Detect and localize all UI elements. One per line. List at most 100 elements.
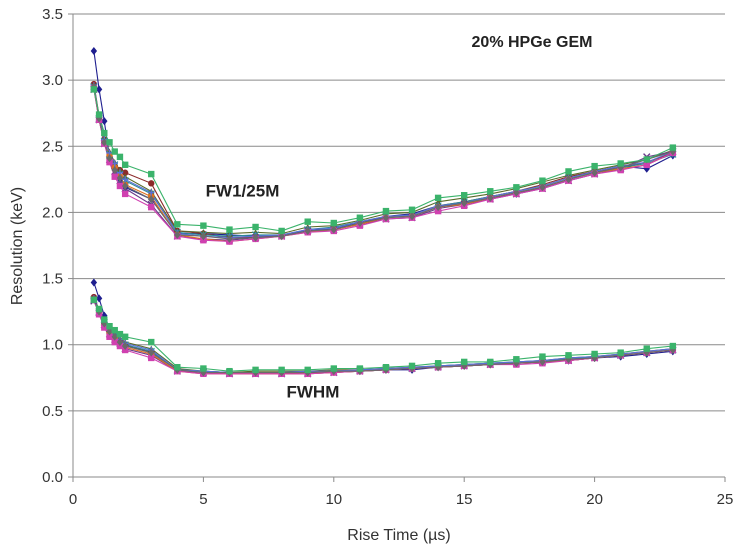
series-9-point-15 [356, 214, 364, 221]
series-9-point-14 [330, 219, 337, 227]
series-9-point-12 [278, 227, 285, 235]
series-19-point-3 [106, 322, 113, 330]
y-tick-label-1: 0.5 [42, 403, 63, 420]
series-7-point-6 [121, 190, 129, 198]
series-8-point-6 [121, 181, 129, 190]
series-19-point-26 [643, 345, 650, 352]
series-9-point-1 [95, 111, 103, 118]
series-8-point-3 [106, 154, 113, 163]
series-8-point-18 [434, 203, 442, 212]
series-18-point-4 [111, 332, 118, 341]
x-tick-label-5: 25 [717, 491, 734, 508]
series-8-point-4 [111, 166, 118, 175]
series-8-point-25 [617, 163, 624, 172]
series-8-point-2 [101, 138, 108, 147]
series-19-point-15 [356, 365, 364, 372]
axes [68, 13, 726, 482]
series-9-point-24 [591, 162, 598, 170]
series-8-point-22 [539, 183, 546, 192]
series-8-point-11 [252, 233, 259, 242]
series-9-point-25 [617, 160, 624, 167]
series-8-point-5 [116, 174, 124, 183]
series-18-point-3 [106, 327, 113, 336]
series-9-point-10 [226, 226, 233, 233]
series-19-point-4 [111, 326, 118, 334]
series-19-point-8 [174, 364, 181, 371]
series-19-point-23 [565, 352, 572, 359]
series-1-point-7 [148, 180, 155, 187]
x-axis-label: Rise Time (µs) [347, 527, 450, 544]
series-9-point-13 [304, 218, 311, 225]
series-19-point-6 [121, 333, 129, 340]
series-0-point-1 [95, 85, 103, 94]
y-tick-label-3: 1.5 [42, 271, 63, 288]
series-9-point-19 [461, 192, 468, 199]
series-8-point-9 [200, 232, 207, 241]
series-18-point-22 [539, 357, 546, 366]
series-9-point-0 [90, 86, 98, 93]
series-9-point-7 [148, 170, 155, 178]
series-10-point-0 [90, 278, 98, 287]
series-markers [90, 47, 677, 378]
series-19-point-12 [278, 366, 285, 374]
series-19-point-1 [95, 305, 103, 313]
annotation-fwhm: FWHM [286, 383, 339, 402]
annotation-title: 20% HPGe GEM [472, 34, 593, 51]
series-8-point-24 [591, 168, 598, 177]
series-19-point-9 [200, 365, 207, 372]
series-9-point-2 [101, 129, 108, 137]
series-8-point-21 [513, 188, 520, 197]
series-19-point-25 [617, 349, 624, 356]
x-tick-label-2: 10 [325, 491, 342, 508]
series-19-point-24 [591, 350, 598, 358]
series-8-point-10 [226, 234, 233, 243]
series-1-point-6 [121, 169, 129, 176]
series-9-point-20 [487, 188, 494, 195]
tick-labels: 0.0 0.5 1.0 1.5 2.0 2.5 3.0 3.5 0 5 10 15 20 25 [42, 6, 733, 508]
series-9-point-6 [121, 161, 129, 169]
series-19-point-16 [382, 364, 390, 371]
series-9-point-4 [111, 148, 118, 155]
y-tick-label-2: 1.0 [42, 337, 63, 354]
y-tick-label-7: 3.5 [42, 6, 63, 23]
series-8-point-8 [174, 230, 181, 239]
series-19-point-7 [148, 338, 155, 346]
series-18-point-6 [121, 342, 129, 351]
series-10-point-1 [95, 294, 103, 303]
series-17-point-4 [111, 338, 118, 346]
series-8-point-23 [565, 175, 572, 184]
y-axis-label: Resolution (keV) [9, 187, 26, 305]
series-9-point-27 [669, 144, 677, 151]
series-9-point-23 [565, 168, 572, 175]
series-8-point-15 [356, 219, 364, 228]
x-tick-label-0: 0 [69, 491, 77, 508]
series-6-point-6 [121, 176, 129, 183]
series-7-point-5 [116, 182, 124, 190]
y-tick-label-4: 2.0 [42, 204, 63, 221]
series-19-point-17 [408, 362, 416, 370]
series-7-point-7 [148, 203, 155, 211]
series-19-point-21 [513, 356, 520, 363]
series-8-point-13 [304, 226, 311, 235]
series-9-point-9 [200, 222, 207, 229]
series-7-point-26 [643, 161, 650, 169]
series-18-point-5 [116, 338, 124, 347]
series-17-point-7 [148, 354, 155, 362]
series-19-point-22 [539, 353, 546, 360]
x-tick-label-4: 20 [586, 491, 603, 508]
series-9-point-11 [252, 223, 259, 231]
series-9-point-21 [513, 184, 520, 191]
y-tick-label-5: 2.5 [42, 138, 63, 155]
series-9-point-22 [539, 177, 546, 184]
series-19-point-10 [226, 367, 233, 375]
series-19-point-13 [304, 366, 311, 374]
y-tick-label-0: 0.0 [42, 469, 63, 486]
series-18-point-7 [148, 348, 155, 357]
series-9-point-8 [174, 221, 181, 228]
series-19-point-11 [252, 366, 259, 374]
series-6-point-7 [148, 189, 155, 196]
x-tick-label-1: 5 [199, 491, 207, 508]
series-19-point-14 [330, 365, 337, 372]
